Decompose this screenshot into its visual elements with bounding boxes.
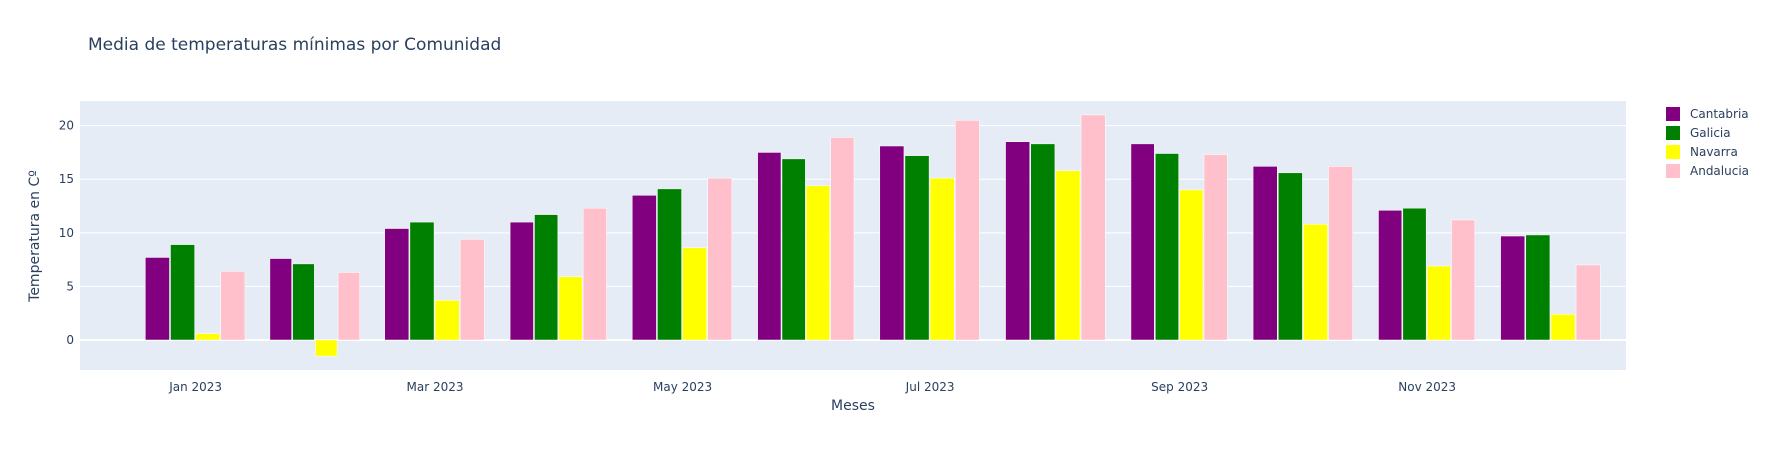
x-tick-label: Jan 2023: [168, 380, 222, 394]
bar-navarra-2023-03[interactable]: [434, 300, 460, 341]
bar-cantabria-2023-07[interactable]: [879, 145, 905, 341]
bar-navarra-2023-09[interactable]: [1179, 189, 1204, 341]
bar-navarra-2023-05[interactable]: [682, 247, 707, 341]
bar-andalucia-2023-09[interactable]: [1203, 154, 1228, 341]
x-axis-label: Meses: [831, 398, 875, 414]
x-axis-ticks: Jan 2023 Mar 2023 May 2023 Jul 2023 Sep 2023…: [168, 380, 1456, 394]
bar-andalucia-2023-07[interactable]: [955, 120, 980, 341]
bar-galicia-2023-11[interactable]: [1402, 207, 1427, 341]
bar-cantabria-2023-03[interactable]: [384, 228, 410, 341]
legend-item-navarra[interactable]: Navarra: [1666, 145, 1738, 159]
legend-label: Galicia: [1690, 126, 1731, 140]
bar-galicia-2023-03[interactable]: [409, 221, 435, 341]
bar-navarra-2023-12[interactable]: [1550, 314, 1576, 341]
bar-andalucia-2023-06[interactable]: [830, 137, 855, 341]
bar-galicia-2023-10[interactable]: [1278, 172, 1303, 341]
bar-andalucia-2023-05[interactable]: [707, 177, 733, 341]
bar-cantabria-2023-01[interactable]: [145, 257, 170, 341]
bar-navarra-2023-06[interactable]: [806, 185, 830, 341]
y-tick-label: 5: [66, 279, 74, 293]
legend: Cantabria Galicia Navarra Andalucia: [1666, 107, 1749, 178]
bar-navarra-2023-04[interactable]: [558, 276, 583, 341]
bar-navarra-2023-10[interactable]: [1303, 223, 1328, 341]
bar-cantabria-2023-11[interactable]: [1378, 210, 1403, 341]
bar-andalucia-2023-08[interactable]: [1080, 114, 1106, 341]
bar-andalucia-2023-11[interactable]: [1451, 219, 1476, 341]
bar-andalucia-2023-01[interactable]: [220, 271, 246, 341]
y-axis-label: Temperatura en Cº: [27, 170, 43, 303]
bar-andalucia-2023-12[interactable]: [1575, 264, 1601, 341]
bar-galicia-2023-06[interactable]: [781, 158, 806, 341]
bar-cantabria-2023-09[interactable]: [1130, 143, 1155, 341]
legend-swatch: [1666, 164, 1680, 178]
x-tick-label: May 2023: [653, 380, 712, 394]
bar-cantabria-2023-02[interactable]: [269, 258, 292, 341]
bar-navarra-2023-07[interactable]: [929, 177, 955, 341]
y-tick-label: 0: [66, 333, 74, 347]
chart-title: Media de temperaturas mínimas por Comuni…: [88, 35, 501, 55]
bar-andalucia-2023-03[interactable]: [459, 239, 485, 341]
bar-galicia-2023-05[interactable]: [657, 188, 682, 341]
bar-andalucia-2023-04[interactable]: [582, 207, 607, 341]
x-tick-label: Nov 2023: [1398, 380, 1456, 394]
bar-navarra-2023-11[interactable]: [1426, 265, 1451, 341]
legend-swatch: [1666, 107, 1680, 121]
y-tick-label: 10: [59, 226, 74, 240]
bar-cantabria-2023-08[interactable]: [1005, 141, 1030, 341]
legend-label: Navarra: [1690, 145, 1738, 159]
bar-galicia-2023-08[interactable]: [1030, 143, 1056, 341]
bar-cantabria-2023-10[interactable]: [1252, 166, 1278, 341]
x-tick-label: Sep 2023: [1151, 380, 1208, 394]
bar-cantabria-2023-06[interactable]: [757, 152, 782, 341]
bar-navarra-2023-08[interactable]: [1055, 170, 1081, 341]
x-tick-label: Jul 2023: [905, 380, 955, 394]
bar-galicia-2023-02[interactable]: [292, 263, 315, 341]
legend-swatch: [1666, 145, 1680, 159]
legend-swatch: [1666, 126, 1680, 140]
y-tick-label: 15: [59, 172, 74, 186]
legend-item-galicia[interactable]: Galicia: [1666, 126, 1731, 140]
bars: [145, 114, 1601, 357]
legend-label: Cantabria: [1690, 107, 1749, 121]
y-tick-label: 20: [59, 119, 74, 133]
legend-item-andalucia[interactable]: Andalucia: [1666, 164, 1749, 178]
bar-galicia-2023-01[interactable]: [170, 244, 195, 341]
bar-galicia-2023-07[interactable]: [904, 155, 930, 341]
bar-cantabria-2023-05[interactable]: [632, 195, 657, 341]
bar-galicia-2023-09[interactable]: [1155, 153, 1179, 341]
bar-galicia-2023-12[interactable]: [1525, 234, 1551, 341]
bar-cantabria-2023-04[interactable]: [509, 221, 534, 341]
bar-andalucia-2023-10[interactable]: [1328, 166, 1353, 341]
legend-label: Andalucia: [1690, 164, 1749, 178]
bar-andalucia-2023-02[interactable]: [337, 272, 361, 341]
y-axis-ticks: 0 5 10 15 20: [59, 119, 74, 347]
x-tick-label: Mar 2023: [407, 380, 464, 394]
legend-item-cantabria[interactable]: Cantabria: [1666, 107, 1749, 121]
bar-navarra-2023-02[interactable]: [315, 339, 338, 357]
bar-galicia-2023-04[interactable]: [534, 214, 559, 341]
bar-navarra-2023-01[interactable]: [195, 333, 221, 341]
bar-cantabria-2023-12[interactable]: [1500, 235, 1526, 341]
